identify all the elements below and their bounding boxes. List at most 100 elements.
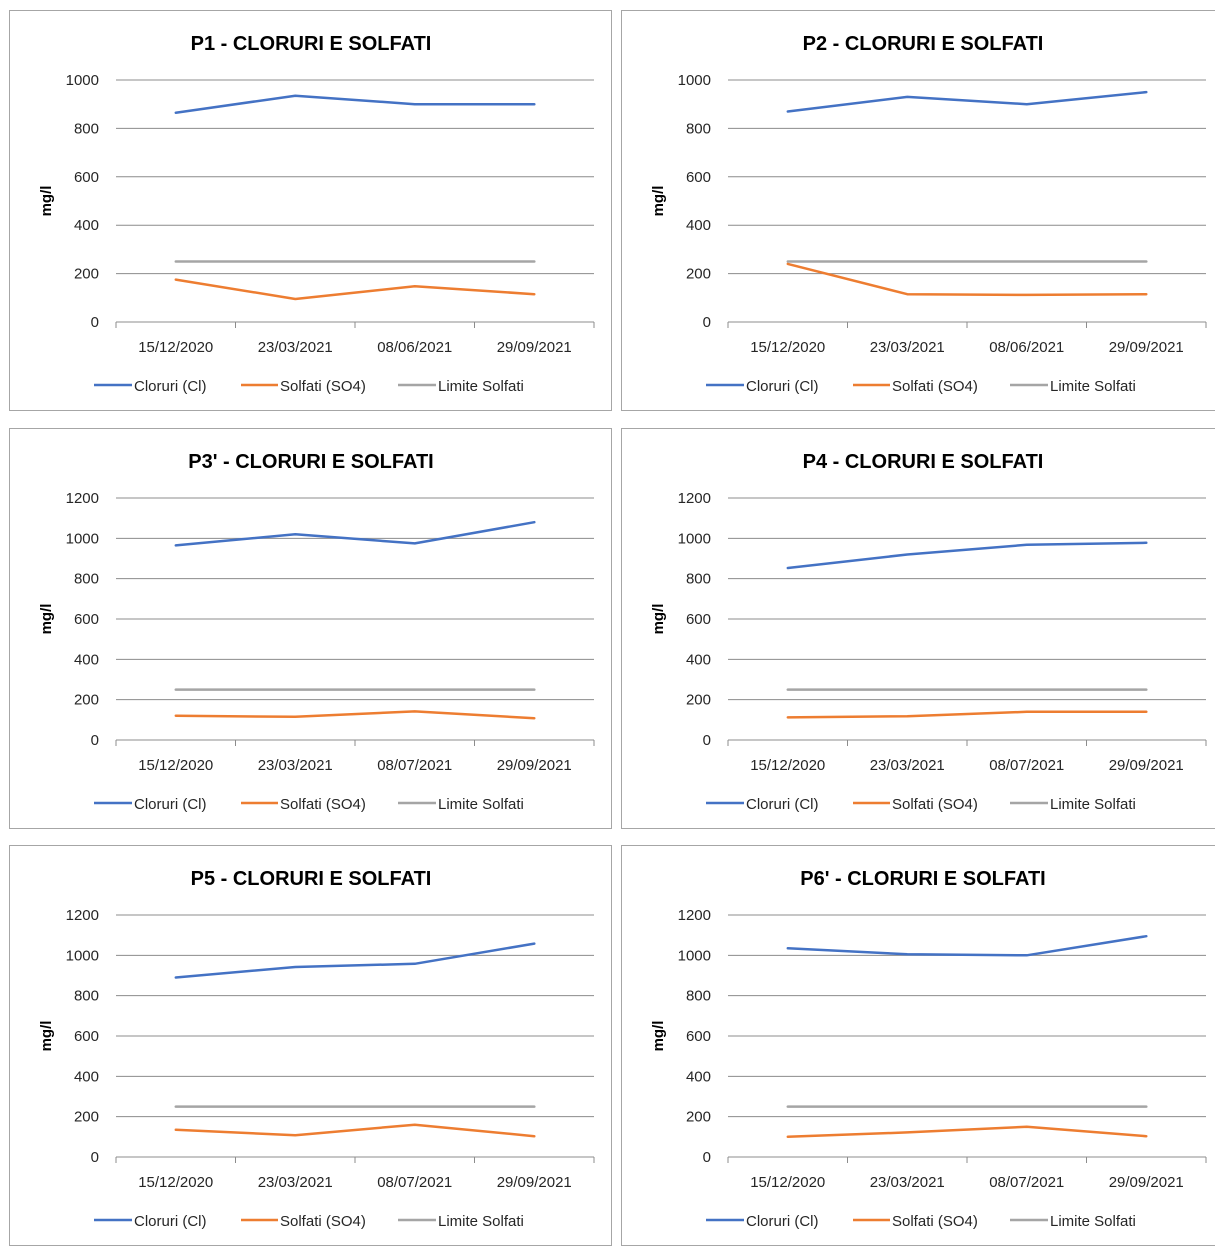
legend-label: Limite Solfati xyxy=(438,796,524,813)
x-tick-label: 29/09/2021 xyxy=(497,339,572,356)
chart-panel-p6: P6' - CLORURI E SOLFATI 0 200 400 600 800 1000… xyxy=(621,845,1215,1246)
legend-label: Limite Solfati xyxy=(1050,796,1136,813)
legend-label: Limite Solfati xyxy=(438,1213,524,1230)
y-tick-label: 800 xyxy=(686,120,711,137)
legend-label: Cloruri (Cl) xyxy=(134,796,207,813)
y-tick-label: 400 xyxy=(74,1068,99,1085)
chart-title: P2 - CLORURI E SOLFATI xyxy=(803,33,1044,55)
x-tick-label: 15/12/2020 xyxy=(750,1174,825,1191)
chart-svg: P6' - CLORURI E SOLFATI 0 200 400 600 800 1000… xyxy=(650,868,1207,1230)
chart-title: P1 - CLORURI E SOLFATI xyxy=(191,33,432,55)
series-line-solfati xyxy=(174,278,536,301)
legend-label: Cloruri (Cl) xyxy=(746,796,819,813)
y-tick-label: 800 xyxy=(686,571,711,588)
y-tick-label: 0 xyxy=(703,1149,711,1166)
y-tick-label: 800 xyxy=(74,988,99,1005)
legend-label: Solfati (SO4) xyxy=(280,796,366,813)
legend-label: Solfati (SO4) xyxy=(892,378,978,395)
y-tick-label: 600 xyxy=(74,611,99,628)
y-tick-label: 400 xyxy=(686,651,711,668)
x-tick-label: 15/12/2020 xyxy=(750,339,825,356)
y-tick-label: 0 xyxy=(703,732,711,749)
series-line-solfati xyxy=(786,262,1148,297)
x-tick-label: 23/03/2021 xyxy=(258,1174,333,1191)
chart-svg: P2 - CLORURI E SOLFATI 0 200 400 600 800 1000 1… xyxy=(650,33,1207,395)
y-tick-label: 400 xyxy=(686,217,711,234)
y-axis-label: mg/l xyxy=(38,1021,55,1052)
legend-label: Cloruri (Cl) xyxy=(134,378,207,395)
series-line-solfati xyxy=(174,710,536,720)
series-line-cloruri xyxy=(786,90,1148,113)
y-tick-label: 200 xyxy=(74,1109,99,1126)
x-tick-label: 29/09/2021 xyxy=(1109,757,1184,774)
chart-panel-p4: P4 - CLORURI E SOLFATI 0 200 400 600 800 1000 1… xyxy=(621,428,1215,829)
y-tick-label: 800 xyxy=(74,120,99,137)
series-line-cloruri xyxy=(174,942,536,979)
y-tick-label: 600 xyxy=(686,169,711,186)
chart-svg: P3' - CLORURI E SOLFATI 0 200 400 600 800 1000… xyxy=(38,451,595,813)
y-tick-label: 1000 xyxy=(66,530,99,547)
chart-title: P6' - CLORURI E SOLFATI xyxy=(800,868,1046,890)
chart-panel-p5: P5 - CLORURI E SOLFATI 0 200 400 600 800 1000 1… xyxy=(9,845,612,1246)
y-tick-label: 1000 xyxy=(678,72,711,89)
x-tick-label: 23/03/2021 xyxy=(258,339,333,356)
y-tick-label: 1200 xyxy=(678,907,711,924)
x-tick-label: 29/09/2021 xyxy=(1109,339,1184,356)
series-line-cloruri xyxy=(786,934,1148,957)
y-tick-label: 600 xyxy=(686,611,711,628)
legend-label: Solfati (SO4) xyxy=(280,378,366,395)
x-tick-label: 08/07/2021 xyxy=(989,757,1064,774)
y-tick-label: 0 xyxy=(703,314,711,331)
x-tick-label: 23/03/2021 xyxy=(258,757,333,774)
y-axis-label: mg/l xyxy=(38,604,55,635)
y-tick-label: 1000 xyxy=(678,947,711,964)
y-tick-label: 800 xyxy=(686,988,711,1005)
legend-label: Solfati (SO4) xyxy=(892,796,978,813)
x-tick-label: 08/07/2021 xyxy=(377,757,452,774)
y-tick-label: 200 xyxy=(74,266,99,283)
legend-label: Limite Solfati xyxy=(438,378,524,395)
x-tick-label: 08/06/2021 xyxy=(377,339,452,356)
x-tick-label: 15/12/2020 xyxy=(138,1174,213,1191)
chart-title: P4 - CLORURI E SOLFATI xyxy=(803,451,1044,473)
series-line-solfati xyxy=(786,710,1148,719)
x-tick-label: 29/09/2021 xyxy=(497,1174,572,1191)
y-tick-label: 800 xyxy=(74,571,99,588)
y-tick-label: 400 xyxy=(686,1068,711,1085)
legend-label: Cloruri (Cl) xyxy=(134,1213,207,1230)
y-axis-label: mg/l xyxy=(650,604,667,635)
x-tick-label: 15/12/2020 xyxy=(138,757,213,774)
chart-title: P5 - CLORURI E SOLFATI xyxy=(191,868,432,890)
x-tick-label: 23/03/2021 xyxy=(870,339,945,356)
series-line-cloruri xyxy=(174,94,536,114)
y-axis-label: mg/l xyxy=(650,1021,667,1052)
y-tick-label: 1000 xyxy=(66,72,99,89)
y-tick-label: 0 xyxy=(91,314,99,331)
y-axis-label: mg/l xyxy=(38,186,55,217)
x-tick-label: 08/07/2021 xyxy=(377,1174,452,1191)
y-tick-label: 0 xyxy=(91,1149,99,1166)
y-tick-label: 400 xyxy=(74,217,99,234)
legend-label: Cloruri (Cl) xyxy=(746,1213,819,1230)
series-line-solfati xyxy=(786,1125,1148,1139)
series-line-solfati xyxy=(174,1123,536,1138)
x-tick-label: 15/12/2020 xyxy=(750,757,825,774)
y-tick-label: 200 xyxy=(686,1109,711,1126)
chart-svg: P4 - CLORURI E SOLFATI 0 200 400 600 800 1000 1… xyxy=(650,451,1207,813)
x-tick-label: 08/07/2021 xyxy=(989,1174,1064,1191)
legend-label: Limite Solfati xyxy=(1050,378,1136,395)
y-axis-label: mg/l xyxy=(650,186,667,217)
chart-panel-p2: P2 - CLORURI E SOLFATI 0 200 400 600 800 1000 1… xyxy=(621,10,1215,411)
y-tick-label: 600 xyxy=(74,1028,99,1045)
y-tick-label: 600 xyxy=(686,1028,711,1045)
chart-panel-p3: P3' - CLORURI E SOLFATI 0 200 400 600 800 1000… xyxy=(9,428,612,829)
x-tick-label: 15/12/2020 xyxy=(138,339,213,356)
legend-label: Solfati (SO4) xyxy=(280,1213,366,1230)
y-tick-label: 0 xyxy=(91,732,99,749)
y-tick-label: 200 xyxy=(74,692,99,709)
y-tick-label: 600 xyxy=(74,169,99,186)
y-tick-label: 1000 xyxy=(66,947,99,964)
chart-panel-p1: P1 - CLORURI E SOLFATI 0 200 400 600 800 1000 1… xyxy=(9,10,612,411)
legend-label: Solfati (SO4) xyxy=(892,1213,978,1230)
legend-label: Limite Solfati xyxy=(1050,1213,1136,1230)
